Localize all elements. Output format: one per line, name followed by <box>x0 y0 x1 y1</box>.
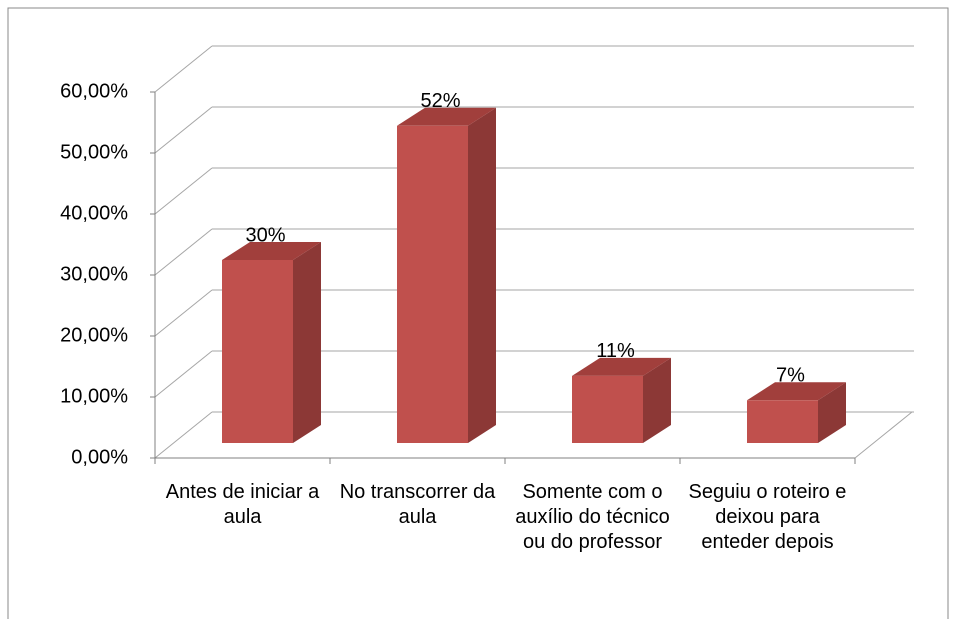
bar-top <box>747 382 846 401</box>
bar-top <box>222 242 321 260</box>
y-tick-label: 40,00% <box>60 202 128 224</box>
bar <box>572 375 643 443</box>
bar-top <box>572 357 671 376</box>
grid-line-side <box>154 167 213 215</box>
chart-border <box>7 7 949 619</box>
bar-side <box>643 357 671 443</box>
floor-edge <box>854 411 913 459</box>
y-tick-label: 50,00% <box>60 141 128 163</box>
grid-line-side <box>154 411 213 459</box>
value-label: 7% <box>776 365 805 387</box>
x-tick-label: No transcorrer da aula <box>339 481 496 528</box>
x-tick-label: Antes de iniciar a aula <box>165 481 320 528</box>
bar <box>747 400 818 443</box>
bar <box>222 260 293 443</box>
bar-top <box>397 107 496 126</box>
grid-line-side <box>154 350 213 398</box>
grid-line-side <box>154 289 213 337</box>
grid-line-side <box>154 45 213 93</box>
grid-line-side <box>154 106 213 154</box>
grid-line-side <box>154 228 213 276</box>
y-tick-label: 10,00% <box>60 385 128 407</box>
y-tick-label: 60,00% <box>60 80 128 102</box>
x-tick-label: Somente com o auxílio do técnico ou do p… <box>515 481 670 553</box>
bar-side <box>818 382 846 443</box>
bar <box>397 125 468 444</box>
y-tick-label: 0,00% <box>71 446 128 468</box>
value-label: 30% <box>245 224 285 246</box>
bar-side <box>293 242 321 443</box>
value-label: 52% <box>420 90 460 112</box>
y-tick-label: 20,00% <box>60 324 128 346</box>
x-tick-label: Seguiu o roteiro e deixou para enteder d… <box>688 481 847 553</box>
value-label: 11% <box>596 340 635 362</box>
y-tick-label: 30,00% <box>60 263 128 285</box>
bar-side <box>468 107 496 444</box>
